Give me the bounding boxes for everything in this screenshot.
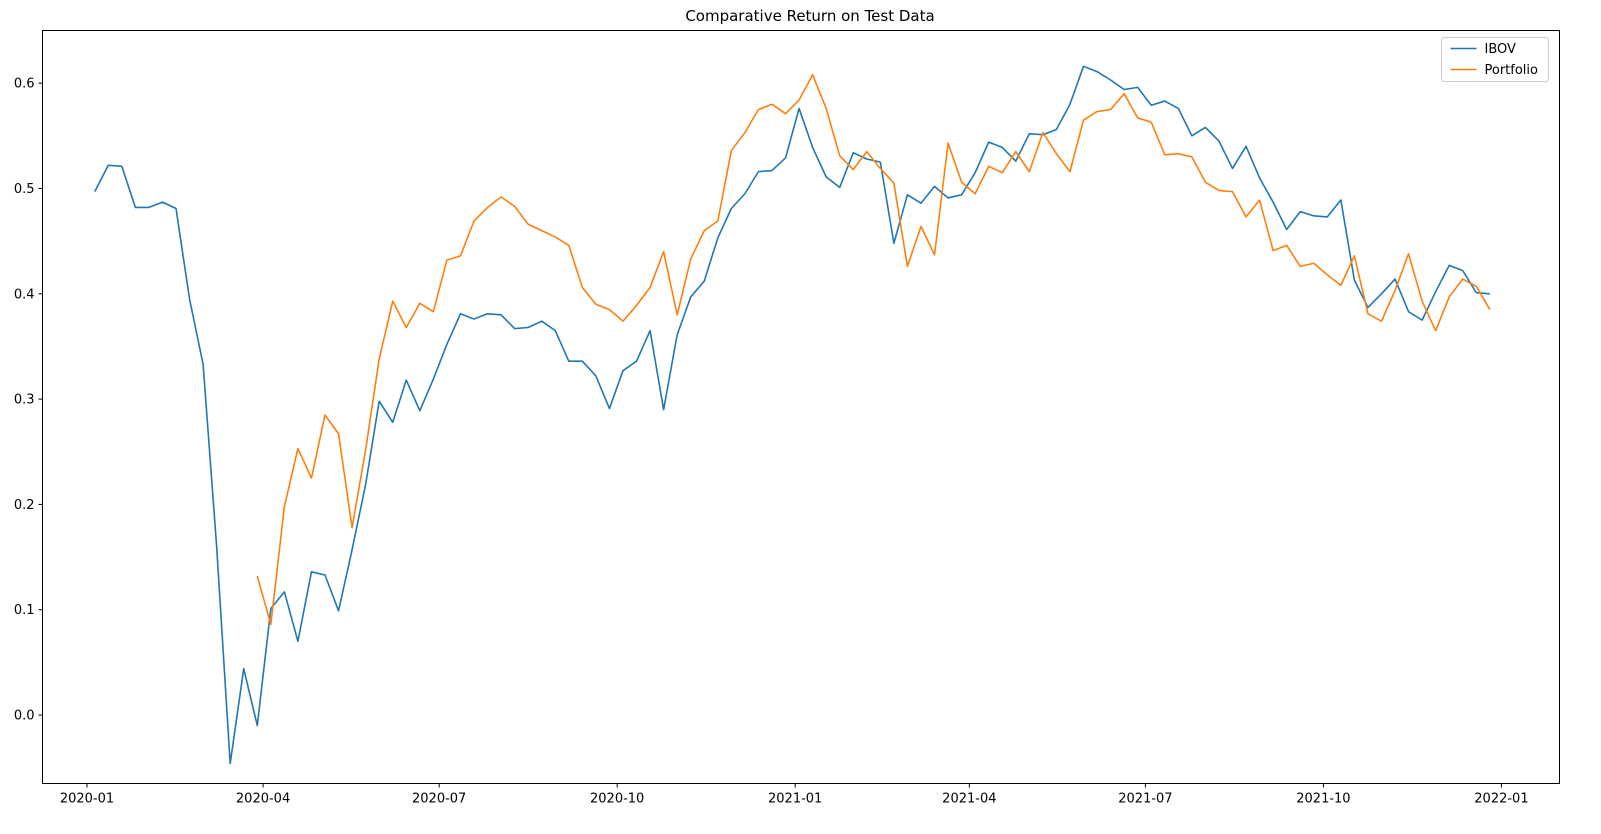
- legend-label-ibov: IBOV: [1485, 42, 1517, 57]
- x-tick-label: 2021-01: [768, 792, 822, 807]
- chart-title: Comparative Return on Test Data: [685, 7, 934, 25]
- y-tick-label: 0.4: [14, 287, 35, 302]
- y-tick-label: 0.2: [14, 498, 35, 513]
- y-tick-label: 0.6: [14, 77, 35, 92]
- x-tick-label: 2022-01: [1474, 792, 1528, 807]
- legend: IBOV Portfolio: [1441, 37, 1549, 82]
- series-line-portfolio: [256, 73, 1491, 626]
- x-tick-label: 2021-07: [1118, 792, 1172, 807]
- series-layer: [94, 65, 1491, 765]
- x-tick-label: 2020-10: [590, 792, 644, 807]
- series-line-ibov: [94, 65, 1490, 765]
- y-tick-label: 0.0: [14, 709, 35, 724]
- y-tick-label: 0.5: [14, 182, 35, 197]
- x-tick-label: 2020-07: [412, 792, 466, 807]
- x-tick-label: 2020-01: [60, 792, 114, 807]
- x-tick-label: 2021-10: [1296, 792, 1350, 807]
- legend-label-portfolio: Portfolio: [1485, 63, 1539, 78]
- y-axis: 0.0 0.1 0.2 0.3 0.4 0.5 0.6: [14, 77, 43, 724]
- plot-frame: [42, 30, 1560, 784]
- x-tick-label: 2020-04: [236, 792, 290, 807]
- x-axis: 2020-01 2020-04 2020-07 2020-10 2021-01 2021-…: [60, 783, 1529, 807]
- y-tick-label: 0.3: [14, 393, 35, 408]
- x-tick-label: 2021-04: [942, 792, 996, 807]
- y-tick-label: 0.1: [14, 603, 35, 618]
